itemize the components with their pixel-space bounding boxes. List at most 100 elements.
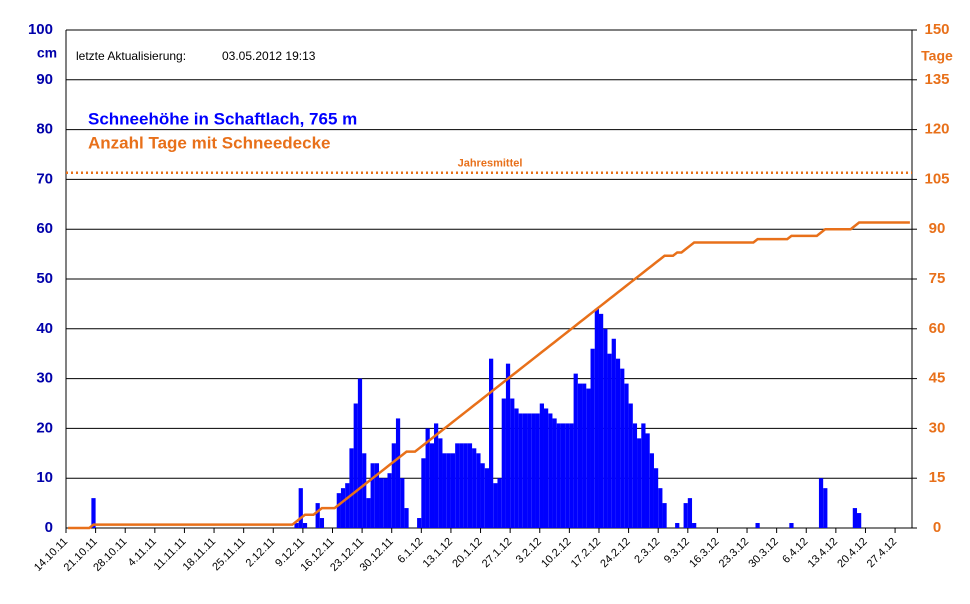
bar (662, 503, 667, 528)
bar (463, 443, 468, 528)
bar (370, 463, 375, 528)
bar (653, 468, 659, 528)
bar (755, 523, 760, 528)
bar (404, 508, 409, 528)
bar (315, 503, 320, 528)
y-tick-label: 60 (36, 220, 53, 237)
bar (446, 453, 451, 528)
bar (531, 413, 536, 528)
bar (467, 443, 473, 528)
bar (434, 423, 439, 528)
bar (624, 383, 629, 528)
bar (577, 383, 583, 528)
y-tick-label: 20 (36, 419, 53, 436)
y-tick-label: 30 (36, 370, 53, 387)
bar (459, 443, 464, 528)
y2-tick-label: 45 (929, 370, 946, 387)
bar (510, 398, 515, 528)
y-tick-label: 0 (45, 519, 53, 536)
bar (366, 498, 371, 528)
bar (582, 383, 587, 528)
bar (383, 478, 388, 528)
y-tick-label: 90 (36, 71, 53, 88)
bar (489, 358, 494, 528)
bar (336, 493, 341, 528)
bar (823, 488, 828, 528)
bar (395, 418, 401, 528)
bar (349, 448, 354, 528)
bar (852, 508, 858, 528)
bar (357, 378, 363, 528)
bar (675, 523, 680, 528)
bar (611, 338, 616, 528)
bar (319, 518, 325, 528)
bar (294, 523, 299, 528)
bar (560, 423, 566, 528)
bar (514, 408, 519, 528)
bar (692, 523, 697, 528)
bar (603, 328, 608, 528)
bar (484, 468, 489, 528)
y-tick-label: 10 (36, 469, 53, 486)
bar (607, 353, 612, 528)
bar (505, 363, 511, 528)
bar (417, 518, 422, 528)
bar (340, 488, 346, 528)
bar (425, 428, 430, 528)
y-tick-label: 70 (36, 170, 53, 187)
y2-tick-label: 105 (924, 170, 949, 187)
bar (649, 453, 654, 528)
bar (641, 423, 646, 528)
bar (387, 473, 392, 528)
bar (598, 313, 604, 528)
bar (543, 408, 549, 528)
bar (569, 423, 574, 528)
bar (535, 413, 540, 528)
bar (683, 503, 688, 528)
bar (429, 443, 435, 528)
bar (552, 418, 557, 528)
bar (493, 483, 498, 528)
bar (687, 498, 693, 528)
line (68, 221, 910, 530)
bar (818, 478, 824, 528)
y2-tick-label: 150 (924, 21, 949, 38)
bar (573, 373, 578, 528)
bar (522, 413, 528, 528)
y2-tick-label: 90 (929, 220, 946, 237)
bar (518, 413, 523, 528)
bar (302, 523, 308, 528)
bar (476, 453, 481, 528)
y2-tick-label: 75 (929, 270, 946, 287)
bar (455, 443, 460, 528)
bar (91, 498, 96, 528)
bar (438, 438, 443, 528)
bar (586, 388, 591, 528)
bar (353, 403, 358, 528)
y-tick-label: 80 (36, 121, 53, 138)
y-axis-label: cm (37, 45, 57, 61)
y2-axis-label: Tage (921, 48, 953, 64)
y2-tick-label: 0 (933, 519, 941, 536)
y2-tick-label: 15 (929, 469, 946, 486)
bar (400, 478, 405, 528)
bar (421, 458, 426, 528)
bar (789, 523, 794, 528)
y2-tick-label: 60 (929, 320, 946, 337)
bar (857, 513, 862, 528)
bar (539, 403, 544, 528)
bar (497, 478, 502, 528)
y2-tick-label: 120 (924, 121, 949, 138)
bar (594, 308, 599, 528)
y-tick-label: 50 (36, 270, 53, 287)
bar (620, 368, 625, 528)
bar (298, 488, 303, 528)
bar (565, 423, 570, 528)
bar (637, 438, 642, 528)
bar (658, 488, 663, 528)
bar (362, 453, 367, 528)
bar (391, 443, 396, 528)
bar (472, 448, 477, 528)
legend-label: Anzahl Tage mit Schneedecke (88, 133, 330, 152)
